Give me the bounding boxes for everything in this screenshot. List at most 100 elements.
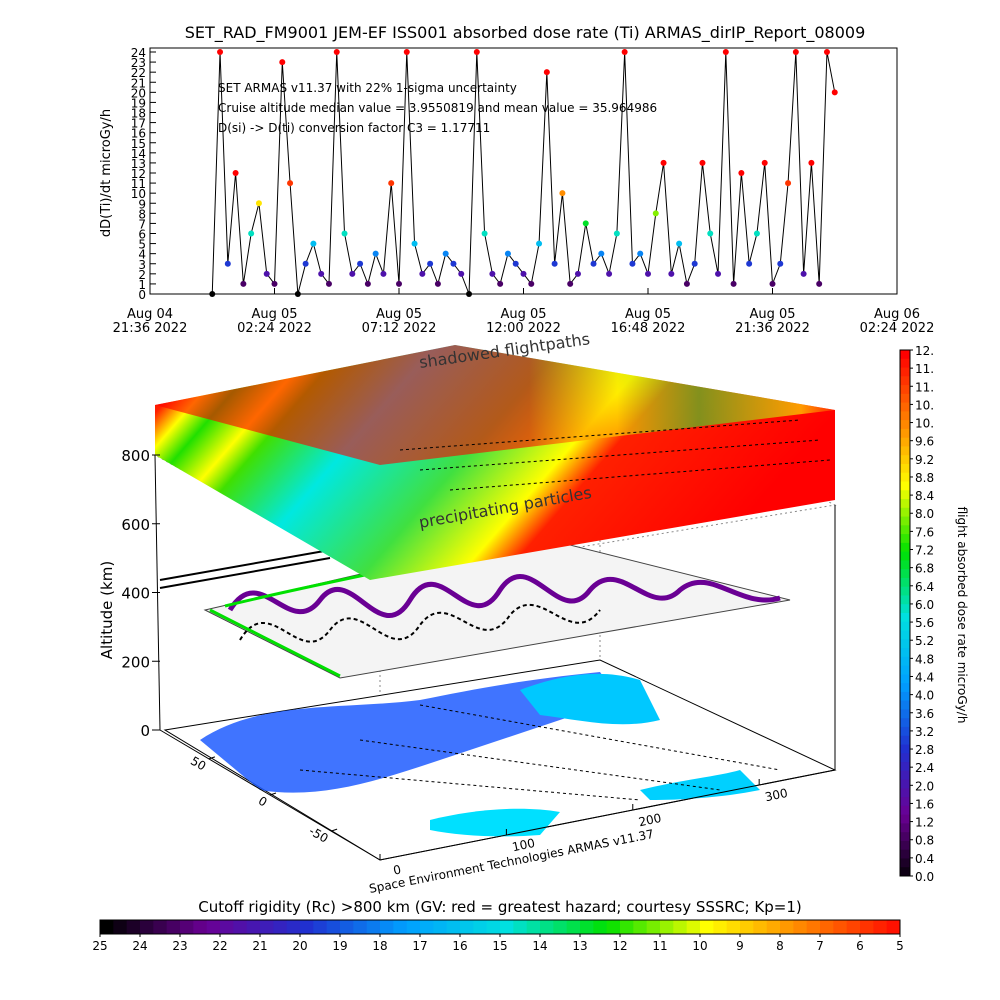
- colorbar-cell: [806, 920, 821, 934]
- colorbar-tick-label: 3.2: [915, 725, 934, 739]
- continents: [640, 770, 760, 800]
- colorbar-cell: [140, 920, 154, 934]
- colorbar-cell: [900, 499, 910, 509]
- colorbar-tick-label: 7.2: [915, 544, 934, 558]
- colorbar-frame: [899, 349, 911, 877]
- colorbar-tick-label: 18: [372, 939, 387, 953]
- dose-point: [520, 270, 527, 277]
- continents: [200, 672, 620, 793]
- y-tick-label: 18: [131, 107, 146, 121]
- colorbar-cell: [206, 920, 221, 934]
- dose-point: [333, 49, 340, 55]
- colorbar-cell: [900, 586, 910, 596]
- dose-point: [746, 260, 753, 267]
- annotation: SET ARMAS v11.37 with 22% 1-sigma uncert…: [218, 81, 517, 95]
- lat-tick: [330, 828, 338, 832]
- slab-tracks: [399, 419, 831, 491]
- x-tick-label: 02:24 2022: [860, 321, 935, 336]
- colorbar-cell: [246, 920, 261, 934]
- colorbar-tick-label: 21: [252, 939, 267, 953]
- colorbar-tick-label: 6.0: [915, 598, 934, 612]
- colorbar-tick-label: 10.: [915, 417, 934, 431]
- colorbar-cell: [900, 507, 910, 518]
- colorbar-tick-label: 8.4: [915, 489, 934, 503]
- colorbar-cell: [900, 814, 910, 824]
- lon-tick-label: 100: [511, 836, 536, 854]
- colorbar-cell: [900, 411, 910, 421]
- colorbar-cell: [900, 700, 910, 710]
- dose-point: [574, 270, 581, 277]
- lon-tick-label: 200: [637, 811, 662, 829]
- dose-point: [473, 49, 480, 55]
- colorbar-cell: [740, 920, 754, 934]
- colorbar-cell: [900, 463, 910, 474]
- z-tick-label: 400: [121, 585, 150, 603]
- dose-point: [380, 270, 387, 277]
- colorbar-cell: [900, 779, 910, 789]
- dose-point: [551, 260, 558, 267]
- colorbar-tick-label: 2.4: [915, 761, 934, 775]
- colorbar-cell: [473, 920, 488, 934]
- colorbar-cell: [153, 920, 168, 934]
- x-tick-label: Aug 05: [251, 307, 297, 322]
- colorbar-cell: [620, 920, 634, 934]
- colorbar-label: Cutoff rigidity (Rc) >800 km (GV: red = …: [198, 898, 801, 916]
- colorbar-cell: [900, 455, 910, 465]
- colorbar-tick-label: 7: [816, 939, 824, 953]
- shadow-tracks: [299, 704, 781, 801]
- colorbar-cell: [900, 534, 910, 544]
- colorbar-tick-label: 22: [212, 939, 227, 953]
- dose-point: [349, 270, 356, 277]
- colorbar-tick-label: 8.0: [915, 507, 934, 521]
- x-tick-label: 21:36 2022: [113, 321, 188, 336]
- colorbar-cell: [873, 920, 888, 934]
- dose-point: [372, 250, 379, 257]
- colorbar-tick-label: 10.: [915, 398, 934, 412]
- colorbar-tick-label: 12.: [915, 344, 934, 358]
- continents: [520, 673, 660, 725]
- y-tick-label: 14: [131, 147, 146, 161]
- colorbar-cell: [180, 920, 194, 934]
- dose-point: [466, 291, 473, 297]
- colorbar-cell: [726, 920, 741, 934]
- colorbar-cell: [233, 920, 248, 934]
- colorbar-tick-label: 15: [492, 939, 507, 953]
- dose-point: [606, 270, 613, 277]
- dose-point: [357, 260, 364, 267]
- dose-point: [676, 240, 683, 247]
- dose-point: [683, 280, 690, 287]
- colorbar-cell: [900, 437, 910, 447]
- y-tick-label: 23: [131, 56, 146, 70]
- dose-point: [287, 180, 294, 187]
- colorbar-cell: [566, 920, 581, 934]
- colorbar-cell: [900, 490, 910, 500]
- annotation: Cruise altitude median value = 3.9550819…: [218, 101, 657, 115]
- colorbar-cell: [900, 420, 910, 430]
- colorbar-tick-label: 25: [92, 939, 107, 953]
- dose-point: [458, 270, 465, 277]
- colorbar-cell: [900, 665, 910, 675]
- colorbar-tick-label: 9.6: [915, 435, 934, 449]
- colorbar-cell: [273, 920, 288, 934]
- colorbar-cell: [646, 920, 661, 934]
- lat-tick-label: 0: [256, 794, 270, 810]
- dose-point: [248, 230, 255, 237]
- colorbar-cell: [886, 920, 901, 934]
- colorbar-tick-label: 7.6: [915, 525, 934, 539]
- dose-point: [707, 230, 714, 237]
- dose-point: [753, 230, 760, 237]
- dose-point: [403, 49, 410, 55]
- colorbar-tick-label: 2.0: [915, 779, 934, 793]
- dose-point: [504, 250, 511, 257]
- colorbar-cell: [900, 639, 910, 649]
- chart-title: SET_RAD_FM9001 JEM-EF ISS001 absorbed do…: [185, 23, 866, 43]
- y-tick-label: 22: [131, 66, 146, 80]
- colorbar-tick-label: 5: [896, 939, 904, 953]
- colorbar-cell: [433, 920, 448, 934]
- colorbar-tick-label: 2.8: [915, 743, 934, 757]
- colorbar-cell: [900, 367, 910, 377]
- colorbar-tick-label: 19: [332, 939, 347, 953]
- flight-tracks: [227, 573, 781, 618]
- colorbar-cell: [300, 920, 314, 934]
